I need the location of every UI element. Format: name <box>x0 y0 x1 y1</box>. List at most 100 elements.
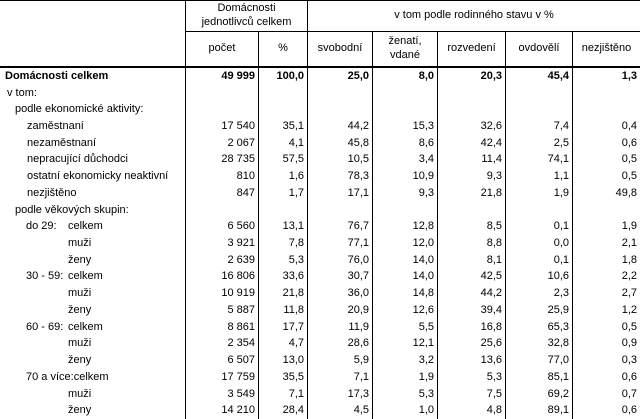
row-label: v tom: <box>0 85 185 102</box>
table-cell: 0,0 <box>505 235 572 252</box>
row-label-text: celkem <box>68 270 103 283</box>
table-row: ženy 14 210 28,4 4,5 1,0 4,8 89,1 0,6 <box>0 402 640 419</box>
table-cell: 2 354 <box>185 335 258 353</box>
header-group-individuals: Domácnosti jednotlivců celkem <box>185 1 307 32</box>
table-cell <box>437 101 505 119</box>
table-cell: 76,0 <box>307 251 372 269</box>
table-row: v tom: <box>0 84 640 102</box>
table-cell: 45,4 <box>505 68 572 85</box>
table-cell: 77,1 <box>307 235 372 252</box>
row-label-text: muži <box>68 387 92 400</box>
table-cell: 1,6 <box>258 168 307 186</box>
table-cell: 14,0 <box>372 268 437 286</box>
table-cell: 1,9 <box>372 368 437 386</box>
table-body: Domácnosti celkem 49 999 100,0 25,0 8,0 … <box>0 68 640 419</box>
table-cell: 6 507 <box>185 352 258 369</box>
table-cell: 11,8 <box>258 302 307 319</box>
table-row: ženy 6 507 13,0 5,9 3,2 13,6 77,0 0,3 <box>0 352 640 369</box>
table-cell: 65,3 <box>505 318 572 336</box>
table-row: zaměstnaní 17 540 35,1 44,2 15,3 32,6 7,… <box>0 118 640 135</box>
table-cell: 2 067 <box>185 134 258 152</box>
table-cell <box>372 84 437 102</box>
table-cell: 8,1 <box>437 251 505 269</box>
table-cell <box>505 201 572 219</box>
table-cell: 16 806 <box>185 268 258 286</box>
table-cell: 12,8 <box>372 218 437 236</box>
table-cell: 35,5 <box>258 368 307 386</box>
row-label: zaměstnaní <box>0 118 185 135</box>
row-label-text: nepracující důchodci <box>27 153 128 166</box>
header-col-single: svobodní <box>307 32 372 66</box>
table-cell: 14 210 <box>185 402 258 419</box>
table-cell: 8,5 <box>437 218 505 236</box>
header-separator-line <box>0 66 640 68</box>
row-label-text: ženy <box>68 303 92 316</box>
table-row: muži 3 921 7,8 77,1 12,0 8,8 0,0 2,1 <box>0 235 640 252</box>
table-cell <box>185 84 258 102</box>
row-label: 70 a více: celkem <box>0 369 185 386</box>
table-cell: 4,1 <box>258 134 307 152</box>
table-cell: 3,4 <box>372 151 437 169</box>
table-cell: 17 759 <box>185 368 258 386</box>
table-cell: 39,4 <box>437 302 505 319</box>
table-row: Domácnosti celkem 49 999 100,0 25,0 8,0 … <box>0 68 640 85</box>
table-cell <box>572 101 640 119</box>
row-label-text: ženy <box>68 253 92 266</box>
row-label: Domácnosti celkem <box>0 68 185 85</box>
table-cell <box>437 201 505 219</box>
table-cell: 21,8 <box>437 185 505 202</box>
table-cell: 100,0 <box>258 68 307 85</box>
table-cell: 25,9 <box>505 302 572 319</box>
table-cell: 8,8 <box>437 235 505 252</box>
table-cell: 9,3 <box>372 185 437 202</box>
table-cell: 7,5 <box>437 385 505 403</box>
table-cell: 74,1 <box>505 151 572 169</box>
table-cell: 4,8 <box>437 402 505 419</box>
header-columns-row: počet % svobodní ženatí, vdané rozvedení… <box>0 32 640 66</box>
table-row: 60 - 69: celkem 8 861 17,7 11,9 5,5 16,8… <box>0 318 640 336</box>
table-cell: 44,2 <box>307 118 372 135</box>
table-cell: 13,0 <box>258 352 307 369</box>
table-row: 30 - 59: celkem 16 806 33,6 30,7 14,0 42… <box>0 268 640 286</box>
table-cell: 1,8 <box>572 251 640 269</box>
table-cell: 12,0 <box>372 235 437 252</box>
row-label-text: ženy <box>68 404 92 417</box>
table-cell: 0,6 <box>572 402 640 419</box>
table-cell: 28,6 <box>307 335 372 353</box>
table-cell: 17,1 <box>307 185 372 202</box>
table-cell: 0,9 <box>572 335 640 353</box>
table-cell: 11,9 <box>307 318 372 336</box>
table-cell: 2 639 <box>185 251 258 269</box>
table-row: do 29: celkem 6 560 13,1 76,7 12,8 8,5 0… <box>0 218 640 236</box>
table-cell: 16,8 <box>437 318 505 336</box>
table-cell: 10,6 <box>505 268 572 286</box>
table-cell: 0,7 <box>572 385 640 403</box>
table-cell <box>258 84 307 102</box>
row-label: muži <box>0 336 185 353</box>
table-cell <box>307 101 372 119</box>
header-col-percent: % <box>258 32 307 66</box>
table-cell: 11,4 <box>437 151 505 169</box>
header-col-unknown: nezjištěno <box>572 32 640 66</box>
table-cell <box>307 84 372 102</box>
table-cell: 0,6 <box>572 368 640 386</box>
table-cell <box>505 101 572 119</box>
row-label: nezjištěno <box>0 185 185 202</box>
row-label-text: celkem <box>68 220 103 233</box>
table-cell: 3 921 <box>185 235 258 252</box>
table-cell: 17,7 <box>258 318 307 336</box>
table-cell: 8,0 <box>372 68 437 85</box>
table-cell: 9,3 <box>437 168 505 186</box>
row-label-prefix: 30 - 59: <box>26 270 64 283</box>
table-cell <box>505 84 572 102</box>
table-cell <box>185 201 258 219</box>
table-cell: 21,8 <box>258 285 307 303</box>
table-cell: 0,1 <box>505 218 572 236</box>
row-label-text: Domácnosti celkem <box>5 69 109 82</box>
table-cell: 33,6 <box>258 268 307 286</box>
table-cell <box>572 201 640 219</box>
table-cell: 0,5 <box>572 168 640 186</box>
table-row: nezjištěno 847 1,7 17,1 9,3 21,8 1,9 49,… <box>0 185 640 202</box>
table-cell: 7,1 <box>258 385 307 403</box>
table-row: ženy 2 639 5,3 76,0 14,0 8,1 0,1 1,8 <box>0 251 640 269</box>
